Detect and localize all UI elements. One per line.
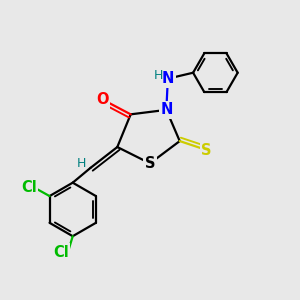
Text: S: S bbox=[145, 156, 155, 171]
Text: H: H bbox=[154, 69, 163, 82]
Text: O: O bbox=[96, 92, 109, 107]
Text: Cl: Cl bbox=[53, 245, 69, 260]
Text: H: H bbox=[77, 157, 86, 170]
Text: Cl: Cl bbox=[21, 180, 37, 195]
Text: N: N bbox=[162, 71, 174, 86]
Text: S: S bbox=[201, 142, 212, 158]
Text: N: N bbox=[160, 102, 172, 117]
